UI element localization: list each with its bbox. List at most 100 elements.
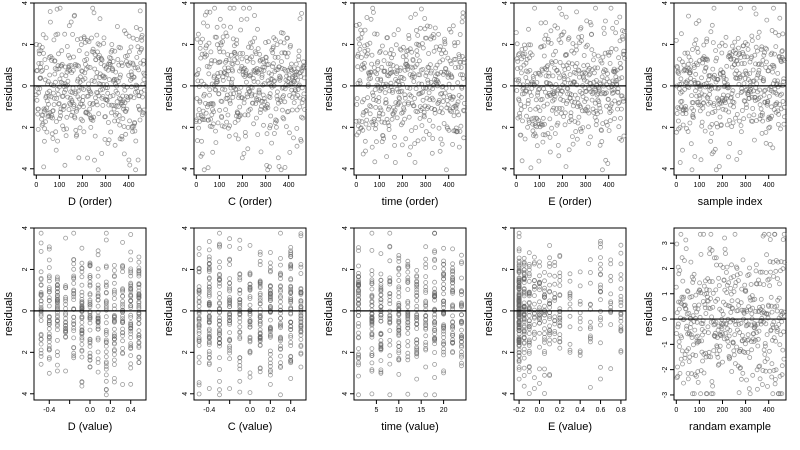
data-point xyxy=(382,84,388,90)
data-point xyxy=(298,261,304,267)
data-point xyxy=(385,61,391,67)
x-tick-label: 15 xyxy=(417,407,425,414)
data-point xyxy=(385,120,391,126)
data-point xyxy=(712,146,718,152)
data-point xyxy=(764,59,769,65)
data-point xyxy=(681,380,686,386)
data-point xyxy=(461,60,467,65)
data-point xyxy=(537,366,542,372)
data-point xyxy=(278,315,283,321)
data-point xyxy=(255,46,261,51)
data-point xyxy=(51,102,57,107)
data-point xyxy=(360,151,366,157)
data-point xyxy=(459,54,465,59)
data-point xyxy=(541,103,547,109)
data-point xyxy=(226,133,232,139)
data-point xyxy=(239,56,245,62)
data-point xyxy=(420,45,426,51)
data-point xyxy=(724,264,730,270)
data-point xyxy=(766,276,772,282)
data-point xyxy=(136,328,142,334)
data-point xyxy=(550,52,556,58)
data-point xyxy=(127,162,133,168)
data-point xyxy=(271,131,277,136)
data-point xyxy=(549,60,555,66)
data-point xyxy=(542,278,547,284)
data-point xyxy=(588,280,593,286)
data-point xyxy=(135,157,141,163)
data-point xyxy=(532,335,537,341)
data-point xyxy=(38,361,44,367)
data-point xyxy=(267,317,273,323)
data-point xyxy=(740,108,745,113)
data-point xyxy=(715,327,721,333)
data-point xyxy=(522,51,528,57)
data-point xyxy=(749,94,755,100)
x-tick-label: 300 xyxy=(580,182,592,189)
data-point xyxy=(411,71,417,77)
data-point xyxy=(102,136,108,142)
data-point xyxy=(126,157,132,163)
data-point xyxy=(281,40,287,46)
data-point xyxy=(586,72,592,78)
data-point xyxy=(615,106,620,112)
data-point xyxy=(355,64,361,70)
data-point xyxy=(618,272,624,278)
data-point xyxy=(423,333,429,339)
data-point xyxy=(681,62,687,68)
data-point xyxy=(723,34,729,40)
y-tick-label: -2 xyxy=(662,366,669,372)
data-point xyxy=(55,337,60,343)
data-point xyxy=(697,108,703,114)
data-point xyxy=(616,55,621,61)
data-point xyxy=(716,275,721,281)
data-point xyxy=(141,58,146,63)
data-point xyxy=(356,21,362,27)
data-point xyxy=(207,123,213,129)
data-point xyxy=(542,121,547,127)
data-point xyxy=(567,313,573,319)
data-point xyxy=(532,301,537,307)
data-point xyxy=(365,47,371,53)
data-point xyxy=(613,46,619,52)
data-point xyxy=(39,45,45,50)
data-point xyxy=(109,42,115,47)
data-point xyxy=(217,107,223,113)
x-tick-label: 400 xyxy=(763,182,775,189)
data-point xyxy=(688,70,693,76)
data-point xyxy=(110,59,116,64)
data-point xyxy=(230,95,236,100)
data-point xyxy=(462,57,468,62)
data-point xyxy=(594,118,600,124)
data-point xyxy=(243,133,248,139)
data-point xyxy=(391,134,397,140)
data-point xyxy=(95,248,101,254)
data-point xyxy=(279,66,285,71)
data-point xyxy=(223,58,229,63)
data-point xyxy=(751,78,757,84)
data-point xyxy=(237,378,243,384)
data-point xyxy=(228,91,234,97)
data-point xyxy=(274,89,280,95)
data-point xyxy=(38,341,44,347)
data-point xyxy=(678,76,684,82)
data-point xyxy=(55,31,61,37)
data-point xyxy=(616,100,622,105)
data-point xyxy=(716,164,722,169)
data-point xyxy=(432,361,438,367)
data-point xyxy=(356,346,361,352)
data-point xyxy=(713,58,719,64)
data-point xyxy=(49,131,55,137)
data-point xyxy=(251,121,257,127)
data-point xyxy=(588,319,593,325)
data-point xyxy=(458,94,464,100)
data-point xyxy=(130,35,136,41)
data-point xyxy=(693,20,699,26)
data-point xyxy=(687,120,693,126)
data-point xyxy=(253,115,259,121)
x-tick-label: 200 xyxy=(77,182,89,189)
data-point xyxy=(300,97,306,102)
data-point xyxy=(441,121,447,126)
data-point xyxy=(441,281,447,287)
data-point xyxy=(120,269,125,275)
